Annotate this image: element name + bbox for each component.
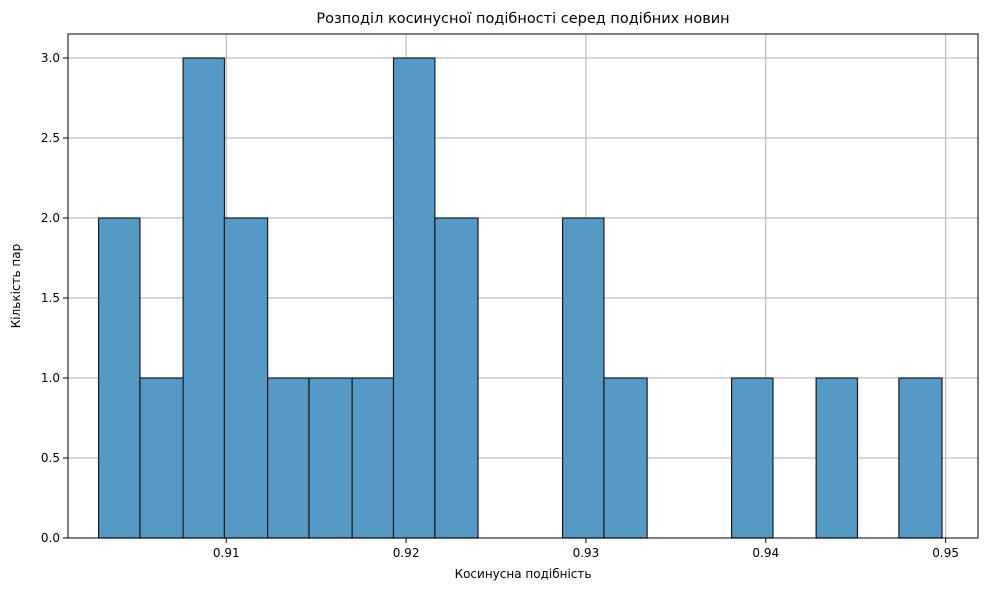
y-axis-title: Кількість пар	[9, 244, 23, 328]
x-tick-label: 0.95	[932, 546, 959, 560]
histogram-bar	[434, 217, 479, 539]
histogram-bar	[392, 57, 436, 539]
y-tick-label: 1.5	[41, 291, 60, 305]
x-tick-label: 0.93	[573, 546, 600, 560]
histogram-bar	[182, 57, 226, 539]
x-axis-title: Косинусна подібність	[455, 567, 592, 581]
histogram-bar	[139, 377, 184, 539]
x-tick-label: 0.94	[752, 546, 779, 560]
histogram-bar	[351, 377, 395, 539]
x-axis-ticks: 0.91 0.92 0.93 0.94 0.95	[213, 538, 959, 560]
histogram-bar	[731, 377, 774, 539]
chart-title: Розподіл косинусної подібності серед под…	[316, 11, 729, 27]
y-tick-label: 3.0	[41, 51, 60, 65]
y-tick-label: 1.0	[41, 371, 60, 385]
y-tick-label: 2.5	[41, 131, 60, 145]
y-tick-label: 2.0	[41, 211, 60, 225]
histogram-bar	[267, 377, 310, 539]
histogram-bar	[97, 217, 141, 539]
y-tick-label: 0.0	[41, 531, 60, 545]
x-tick-label: 0.92	[393, 546, 420, 560]
histogram-bar	[308, 377, 353, 539]
histogram-bar	[223, 217, 269, 539]
histogram-bars	[97, 57, 943, 539]
y-axis-ticks: 0.0 0.5 1.0 1.5 2.0 2.5 3.0	[41, 51, 68, 545]
histogram-bar	[815, 377, 859, 539]
histogram-bar	[561, 217, 605, 539]
histogram-bar	[898, 377, 943, 539]
x-tick-label: 0.91	[213, 546, 240, 560]
plot-frame	[67, 33, 979, 539]
y-tick-label: 0.5	[41, 451, 60, 465]
histogram-bar	[603, 377, 648, 539]
